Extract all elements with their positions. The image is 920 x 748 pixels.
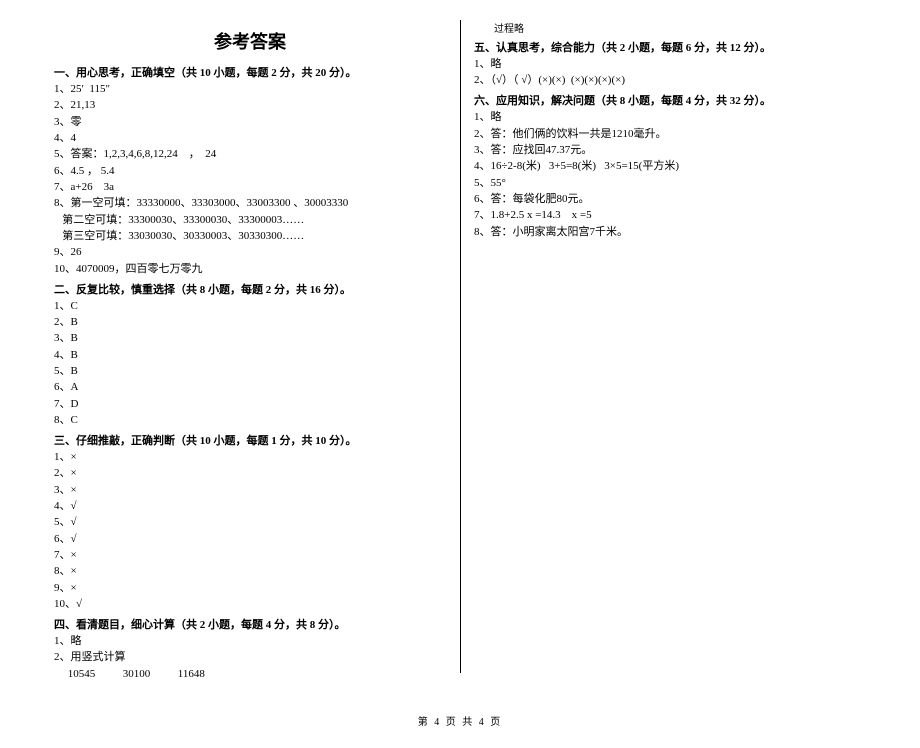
s2-item: 1、C bbox=[54, 299, 446, 314]
section-4-heading: 四、看清题目，细心计算（共 2 小题，每题 4 分，共 8 分）。 bbox=[54, 616, 446, 632]
s3-item: 4、√ bbox=[54, 499, 446, 514]
s4-item: 2、用竖式计算 bbox=[54, 650, 446, 665]
left-column: 参考答案 一、用心思考，正确填空（共 10 小题，每题 2 分，共 20 分）。… bbox=[40, 20, 460, 683]
s3-item: 9、× bbox=[54, 581, 446, 596]
s2-item: 2、B bbox=[54, 315, 446, 330]
s6-item: 8、答：小明家离太阳宫7千米。 bbox=[474, 225, 866, 240]
s1-item: 第二空可填：33300030、33300030、33300003…… bbox=[54, 213, 446, 228]
section-2-heading: 二、反复比较，慎重选择（共 8 小题，每题 2 分，共 16 分）。 bbox=[54, 281, 446, 297]
s2-item: 7、D bbox=[54, 397, 446, 412]
s1-item: 4、4 bbox=[54, 131, 446, 146]
s1-item: 第三空可填：33030030、30330003、30330300…… bbox=[54, 229, 446, 244]
s6-item: 7、1.8+2.5 x =14.3 x =5 bbox=[474, 208, 866, 223]
section-5-heading: 五、认真思考，综合能力（共 2 小题，每题 6 分，共 12 分）。 bbox=[474, 39, 866, 55]
s6-item: 5、55° bbox=[474, 176, 866, 191]
s3-item: 1、× bbox=[54, 450, 446, 465]
s2-item: 5、B bbox=[54, 364, 446, 379]
s3-item: 7、× bbox=[54, 548, 446, 563]
s4-item: 1、略 bbox=[54, 634, 446, 649]
s1-item: 5、答案：1,2,3,4,6,8,12,24 ， 24 bbox=[54, 147, 446, 162]
answer-key-title: 参考答案 bbox=[54, 28, 446, 54]
s2-item: 4、B bbox=[54, 348, 446, 363]
s1-item: 9、26 bbox=[54, 245, 446, 260]
s6-item: 2、答：他们俩的饮料一共是1210毫升。 bbox=[474, 127, 866, 142]
s3-item: 2、× bbox=[54, 466, 446, 481]
s2-item: 8、C bbox=[54, 413, 446, 428]
page: 参考答案 一、用心思考，正确填空（共 10 小题，每题 2 分，共 20 分）。… bbox=[40, 20, 880, 683]
s5-item: 2、（√）（ √）(×)(×) (×)(×)(×)(×) bbox=[474, 73, 866, 88]
s6-item: 3、答：应找回47.37元。 bbox=[474, 143, 866, 158]
s3-item: 5、√ bbox=[54, 515, 446, 530]
s1-item: 8、第一空可填：33330000、33303000、33003300 、3000… bbox=[54, 196, 446, 211]
s1-item: 7、a+26 3a bbox=[54, 180, 446, 195]
s5-item: 1、略 bbox=[474, 57, 866, 72]
s2-item: 3、B bbox=[54, 331, 446, 346]
s1-item: 2、21,13 bbox=[54, 98, 446, 113]
section-6-heading: 六、应用知识，解决问题（共 8 小题，每题 4 分，共 32 分）。 bbox=[474, 92, 866, 108]
s3-item: 3、× bbox=[54, 483, 446, 498]
s3-item: 8、× bbox=[54, 564, 446, 579]
s3-item: 6、√ bbox=[54, 532, 446, 547]
s1-item: 1、25′ 115″ bbox=[54, 82, 446, 97]
s6-item: 1、略 bbox=[474, 110, 866, 125]
s1-item: 3、零 bbox=[54, 115, 446, 130]
right-column: 过程略 五、认真思考，综合能力（共 2 小题，每题 6 分，共 12 分）。 1… bbox=[460, 20, 880, 683]
s6-item: 6、答：每袋化肥80元。 bbox=[474, 192, 866, 207]
section-3-heading: 三、仔细推敲，正确判断（共 10 小题，每题 1 分，共 10 分）。 bbox=[54, 432, 446, 448]
page-footer: 第 4 页 共 4 页 bbox=[40, 713, 880, 728]
s2-item: 6、A bbox=[54, 380, 446, 395]
column-divider bbox=[460, 20, 461, 673]
s3-item: 10、√ bbox=[54, 597, 446, 612]
s4-item: 10545 30100 11648 bbox=[54, 667, 446, 682]
process-omitted-note: 过程略 bbox=[474, 20, 866, 35]
section-1-heading: 一、用心思考，正确填空（共 10 小题，每题 2 分，共 20 分）。 bbox=[54, 64, 446, 80]
s1-item: 10、4070009，四百零七万零九 bbox=[54, 262, 446, 277]
s6-item: 4、16÷2-8(米) 3+5=8(米) 3×5=15(平方米) bbox=[474, 159, 866, 174]
s1-item: 6、4.5 ， 5.4 bbox=[54, 164, 446, 179]
